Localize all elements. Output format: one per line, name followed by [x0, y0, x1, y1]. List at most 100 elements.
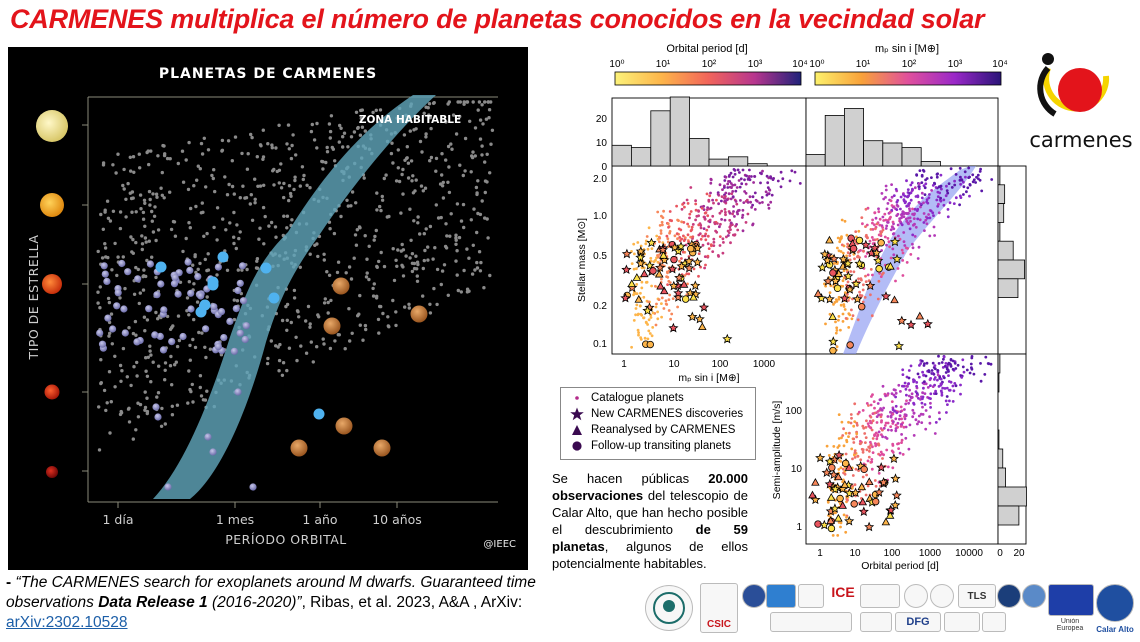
scatter-dot [853, 456, 857, 459]
scatter-dot [945, 411, 948, 414]
scatter-dot [842, 427, 845, 431]
new-discovery-marker [890, 473, 901, 484]
scatter-dot [634, 307, 638, 310]
catalogue-dot [134, 240, 138, 245]
scatter-dot [846, 292, 849, 296]
scatter-dot [912, 378, 915, 382]
scatter-dot [934, 389, 937, 393]
scatter-dot [825, 444, 829, 448]
catalogue-dot [280, 373, 285, 377]
scatter-dot [929, 401, 932, 405]
catalogue-dot [322, 301, 327, 305]
catalogue-dot [104, 408, 108, 413]
scatter-dot [761, 169, 764, 173]
scatter-dot [759, 181, 762, 185]
catalogue-dot [140, 234, 144, 238]
scatter-dot [735, 186, 739, 189]
catalogue-dot [277, 123, 281, 128]
catalogue-dot [479, 260, 483, 265]
scatter-dot [781, 177, 785, 181]
scatter-dot [970, 356, 974, 360]
catalogue-dot [206, 148, 211, 152]
scatter-dot [709, 191, 712, 195]
catalogue-dot [403, 305, 407, 309]
scatter-dot [929, 384, 932, 387]
catalogue-dot [150, 219, 154, 223]
scatter-dot [837, 315, 841, 318]
catalogue-dot [422, 258, 426, 263]
catalogue-dot [257, 237, 261, 241]
hist-period-bar [920, 160, 941, 167]
catalogue-dot [315, 121, 319, 126]
sponsor-logos: CSIC ICE TLS Unión Europea Calar Alto DF… [560, 580, 1140, 642]
new-discovery-marker [843, 270, 854, 281]
scatter-dot [943, 387, 947, 390]
catalogue-dot [215, 238, 219, 242]
scatter-dot [950, 186, 954, 189]
catalogue-dot [424, 227, 428, 231]
catalogue-dot [143, 236, 148, 240]
ucm-logo [930, 584, 954, 608]
scatter-dot [639, 244, 643, 248]
scatter-dot [899, 220, 902, 224]
scatter-dot [901, 274, 905, 277]
scatter-dot [939, 377, 943, 381]
scatter-dot [904, 425, 908, 429]
scatter-dot [703, 266, 706, 270]
catalogue-dot [394, 323, 398, 328]
catalogue-dot [151, 360, 155, 364]
star-type-m-late-icon [46, 466, 58, 478]
scatter-dot [922, 386, 925, 390]
scatter-dot [739, 177, 743, 181]
scatter-dot [647, 329, 651, 333]
scatter-dot [875, 437, 879, 441]
rocky-planet [187, 289, 195, 297]
scatter-dot [643, 336, 647, 340]
icy-planet [313, 408, 325, 420]
habitable-zone-label: ZONA HABITABLE [359, 114, 461, 126]
catalogue-dot [141, 288, 146, 292]
catalogue-dot [456, 288, 460, 293]
scatter-dot [824, 322, 827, 326]
new-discovery-marker [880, 291, 892, 301]
scatter-dot [834, 298, 838, 301]
scatter-points [630, 166, 994, 537]
msini-x-ticks: 1 10 100 1000 [621, 359, 775, 370]
scatter-dot [678, 236, 682, 239]
catalogue-dot [99, 358, 103, 362]
catalogue-dot [371, 286, 375, 291]
hist-stellar-mass-bar [997, 203, 1005, 223]
scatter-dot [660, 302, 663, 305]
catalogue-dot [427, 102, 432, 106]
catalogue-dot [261, 205, 266, 210]
catalogue-dot [415, 274, 419, 278]
catalogue-dot [292, 187, 296, 192]
catalogue-dot [139, 207, 143, 211]
hist-stellar-mass-bar [997, 278, 1019, 298]
scatter-dot [944, 362, 948, 365]
scatter-dot [980, 189, 984, 193]
catalogue-dot [203, 398, 208, 402]
scatter-dot [919, 202, 923, 206]
catalogue-dot [126, 181, 130, 186]
catalogue-dot [336, 260, 341, 264]
catalogue-dot [454, 132, 459, 136]
scatter-dot [859, 458, 863, 462]
rocky-planet [170, 280, 179, 288]
catalogue-dot [287, 198, 291, 203]
scatter-dot [703, 255, 707, 258]
new-discovery-marker [839, 293, 850, 303]
catalogue-dot [359, 108, 363, 113]
scatter-dot [876, 402, 880, 405]
catalogue-dot [434, 169, 438, 173]
scatter-dot [846, 251, 850, 255]
catalogue-dot [458, 163, 462, 167]
scatter-dot [699, 226, 703, 230]
catalogue-dot [142, 268, 146, 272]
rocky-planet [156, 332, 164, 340]
catalogue-dot [364, 275, 369, 279]
scatter-dot [907, 216, 910, 220]
arxiv-link[interactable]: arXiv:2302.10528 [6, 614, 128, 631]
catalogue-dot [118, 412, 123, 417]
catalogue-dot [134, 265, 138, 270]
